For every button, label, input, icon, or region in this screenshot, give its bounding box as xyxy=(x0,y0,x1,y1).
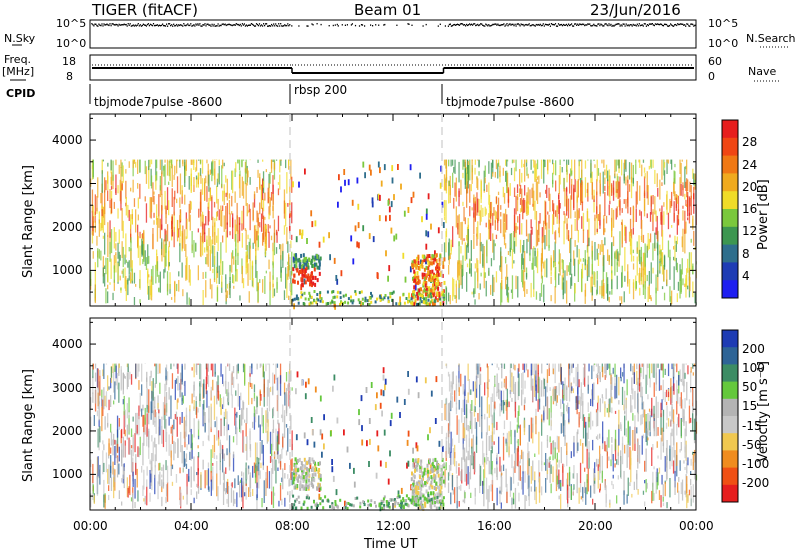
power-scale-tick: 20 xyxy=(742,179,758,194)
cpid-segment-1: tbjmode7pulse -8600 xyxy=(94,95,223,109)
velocity-scale-tick: 200 xyxy=(742,342,765,357)
velocity-ytick-label: 3000 xyxy=(52,380,83,395)
freq-tick-high: 18 xyxy=(62,55,76,68)
nsky-trace xyxy=(91,23,697,27)
power-scale-tick: 16 xyxy=(742,202,758,216)
x-tick-label: 16:00 xyxy=(477,519,512,533)
nsearch-tick-low: 10^0 xyxy=(708,37,739,50)
power-scale-tick: 28 xyxy=(742,135,758,150)
freq-trace xyxy=(92,64,694,74)
velocity-ytick-label: 2000 xyxy=(52,423,83,438)
velocity-scale-tick: -15 xyxy=(742,418,762,433)
power-ytick-label: 1000 xyxy=(52,263,83,278)
nsearch-label: N.Search xyxy=(746,32,796,45)
power-scale-tick: 12 xyxy=(742,224,758,239)
freq-tick-low: 8 xyxy=(66,70,73,83)
power-ytick-label: 4000 xyxy=(52,133,83,148)
cpid-label: CPID xyxy=(6,87,36,100)
velocity-data xyxy=(90,363,698,512)
nsearch-tick-high: 10^5 xyxy=(708,17,739,30)
velocity-ytick-label: 1000 xyxy=(52,467,83,482)
x-tick-label: 12:00 xyxy=(376,519,411,533)
velocity-colorbar xyxy=(721,329,739,503)
nave-label: Nave xyxy=(748,65,777,78)
x-tick-label: 00:00 xyxy=(679,519,714,533)
beam-title: Beam 01 xyxy=(354,1,422,19)
nsky-tick-high: 10^5 xyxy=(56,17,87,30)
power-ylabel: Slant Range [km] xyxy=(21,165,36,278)
x-tick-label: 20:00 xyxy=(578,519,613,533)
cpid-segment-3: tbjmode7pulse -8600 xyxy=(446,95,575,109)
velocity-scale-tick: -50 xyxy=(742,437,762,452)
velocity-scale-tick: 15 xyxy=(742,399,758,414)
power-ticks xyxy=(89,114,697,306)
nave-tick-high: 60 xyxy=(708,55,722,68)
velocity-ticks xyxy=(89,318,697,510)
freq-unit-label: [MHz] xyxy=(2,65,35,78)
power-scale-tick: 24 xyxy=(742,157,758,172)
power-scale-tick: 8 xyxy=(742,246,750,261)
velocity-scale-tick: -200 xyxy=(742,475,770,490)
nsky-label: N.Sky xyxy=(4,32,36,45)
x-tick-label: 04:00 xyxy=(174,519,209,533)
freq-panel-frame xyxy=(89,54,697,81)
radar-title: TIGER (fitACF) xyxy=(92,1,199,19)
x-axis-label: Time UT xyxy=(364,537,418,552)
date-title: 23/Jun/2016 xyxy=(590,1,681,19)
velocity-ylabel: Slant Range [km] xyxy=(21,369,36,482)
power-scale-label: Power [dB] xyxy=(756,179,771,250)
power-ytick-label: 3000 xyxy=(52,176,83,191)
velocity-ytick-label: 4000 xyxy=(52,337,83,352)
freq-label: Freq. xyxy=(4,53,32,66)
power-colorbar xyxy=(721,119,739,299)
velocity-scale-tick: 100 xyxy=(742,361,765,376)
power-scale-tick: 4 xyxy=(742,268,750,283)
nsky-tick-low: 10^0 xyxy=(56,37,87,50)
x-tick-label: 08:00 xyxy=(275,519,310,533)
cpid-segment-2: rbsp 200 xyxy=(294,83,348,97)
nave-tick-low: 0 xyxy=(708,70,715,83)
power-data xyxy=(90,159,697,310)
nsky-panel-frame xyxy=(89,19,697,49)
velocity-scale-tick: -100 xyxy=(742,456,770,471)
velocity-scale-tick: 50 xyxy=(742,380,758,395)
x-tick-label: 00:00 xyxy=(73,519,108,533)
power-ytick-label: 2000 xyxy=(52,219,83,234)
